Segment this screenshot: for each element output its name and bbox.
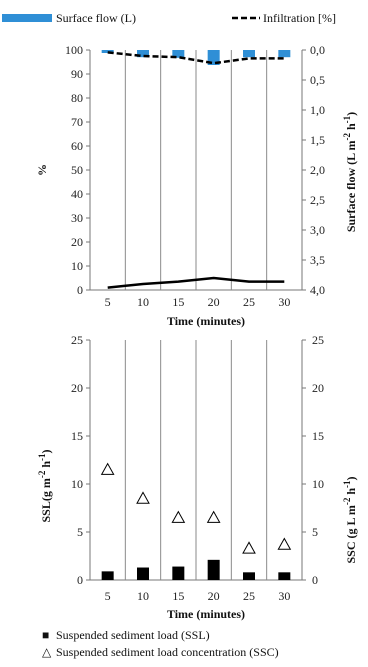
bottom-left-tick-label: 5 bbox=[77, 525, 83, 539]
bottom-chart: 0 5 10 15 20 25 0 5 10 15 20 25 5 10 15 20 25 30 SSL(g … bbox=[37, 333, 358, 621]
top-right-tick-label: 4,0 bbox=[310, 283, 325, 297]
ssl-bar bbox=[207, 559, 220, 580]
bottom-y-right-title: SSC (g L m-2 h-1) bbox=[342, 476, 358, 563]
ssl-bar bbox=[278, 572, 291, 580]
top-right-tick-label: 2,5 bbox=[310, 193, 325, 207]
ssc-triangle-marker bbox=[242, 541, 256, 554]
ssc-triangles bbox=[100, 462, 292, 554]
top-x-tick-label: 5 bbox=[105, 295, 111, 309]
legend-surface-flow-label: Surface flow (L) bbox=[56, 11, 136, 25]
bottom-left-tick-labels: 0 5 10 15 20 25 bbox=[71, 333, 90, 587]
top-right-tick-labels: 0,0 0,5 1,0 1,5 2,0 2,5 3,0 3,5 4,0 bbox=[302, 43, 325, 297]
surface-flow-bar bbox=[172, 50, 185, 58]
bottom-x-tick-label: 20 bbox=[208, 589, 220, 603]
top-left-tick-labels: 0 10 20 30 40 50 60 70 80 90 100 bbox=[65, 43, 90, 297]
top-left-tick-label: 50 bbox=[71, 163, 83, 177]
top-right-tick-label: 1,5 bbox=[310, 133, 325, 147]
top-left-tick-label: 0 bbox=[77, 283, 83, 297]
top-left-tick-label: 20 bbox=[71, 235, 83, 249]
legend-ssc-marker: △ bbox=[42, 645, 52, 659]
bottom-left-tick-label: 15 bbox=[71, 429, 83, 443]
ssl-bar bbox=[243, 572, 255, 580]
bottom-vertical-grid bbox=[124, 340, 268, 580]
infiltration-dashed-line bbox=[107, 51, 285, 65]
top-x-tick-labels: 5 10 15 20 25 30 bbox=[105, 295, 291, 309]
bottom-x-tick-label: 5 bbox=[105, 589, 111, 603]
top-left-tick-label: 40 bbox=[71, 187, 83, 201]
bottom-x-tick-labels: 5 10 15 20 25 30 bbox=[105, 589, 291, 603]
top-left-tick-label: 70 bbox=[71, 115, 83, 129]
top-x-tick-label: 25 bbox=[243, 295, 255, 309]
bottom-right-tick-label: 20 bbox=[312, 381, 324, 395]
surface-flow-bar bbox=[101, 50, 114, 53]
top-y-right-title: Surface flow (L m-2 h-1) bbox=[342, 112, 358, 232]
bottom-right-tick-label: 5 bbox=[312, 525, 318, 539]
ssl-bar bbox=[101, 571, 114, 580]
top-vertical-grid bbox=[124, 50, 268, 290]
top-right-tick-label: 3,0 bbox=[310, 223, 325, 237]
legend-ssl-label: Suspended sediment load (SSL) bbox=[56, 628, 210, 642]
bottom-left-tick-label: 10 bbox=[71, 477, 83, 491]
top-x-tick-label: 10 bbox=[137, 295, 149, 309]
top-left-tick-label: 100 bbox=[65, 43, 83, 57]
ssc-triangle-marker bbox=[136, 491, 150, 504]
top-x-tick-label: 30 bbox=[278, 295, 290, 309]
bottom-right-tick-label: 10 bbox=[312, 477, 324, 491]
surface-flow-bar bbox=[278, 50, 291, 58]
bottom-left-tick-label: 20 bbox=[71, 381, 83, 395]
ssc-triangle-marker bbox=[277, 537, 292, 550]
surface-flow-bar bbox=[207, 50, 220, 65]
legend-surface-flow-swatch bbox=[2, 14, 52, 22]
surface-flow-bars bbox=[101, 50, 291, 65]
bottom-x-tick-label: 10 bbox=[137, 589, 149, 603]
surface-flow-bar bbox=[243, 50, 255, 58]
top-left-tick-label: 30 bbox=[71, 211, 83, 225]
bottom-x-tick-label: 15 bbox=[172, 589, 184, 603]
bottom-left-tick-label: 25 bbox=[71, 333, 83, 347]
legend-ssl-marker: ■ bbox=[42, 628, 49, 642]
bottom-x-title: Time (minutes) bbox=[167, 607, 245, 621]
top-right-tick-label: 3,5 bbox=[310, 253, 325, 267]
bottom-right-tick-label: 15 bbox=[312, 429, 324, 443]
ssc-triangle-marker bbox=[206, 510, 221, 523]
top-right-tick-label: 0,0 bbox=[310, 43, 325, 57]
top-left-tick-label: 90 bbox=[71, 67, 83, 81]
ssl-bar bbox=[137, 567, 149, 580]
top-chart: 0 10 20 30 40 50 60 70 80 90 100 0,0 0,5 1,0 1,5 2,0 2,… bbox=[35, 43, 358, 328]
surface-flow-bar bbox=[137, 50, 149, 58]
top-right-tick-label: 0,5 bbox=[310, 73, 325, 87]
bottom-solid-line bbox=[107, 276, 285, 289]
top-left-tick-label: 10 bbox=[71, 259, 83, 273]
bottom-right-tick-label: 0 bbox=[312, 573, 318, 587]
top-left-tick-label: 60 bbox=[71, 139, 83, 153]
bottom-x-tick-label: 25 bbox=[243, 589, 255, 603]
bottom-x-tick-label: 30 bbox=[278, 589, 290, 603]
top-x-title: Time (minutes) bbox=[167, 314, 245, 328]
legend-infiltration-label: Infiltration [%] bbox=[263, 11, 336, 25]
top-y-left-title: % bbox=[35, 164, 49, 176]
bottom-left-tick-label: 0 bbox=[77, 573, 83, 587]
bottom-right-tick-label: 25 bbox=[312, 333, 324, 347]
top-right-tick-label: 1,0 bbox=[310, 103, 325, 117]
ssl-bar bbox=[172, 566, 185, 580]
legend-ssc-label: Suspended sediment load concentration (S… bbox=[56, 645, 279, 659]
bottom-legend: ■ Suspended sediment load (SSL) △ Suspen… bbox=[42, 628, 279, 659]
top-legend: Surface flow (L) Infiltration [%] bbox=[2, 11, 336, 25]
ssc-triangle-marker bbox=[171, 510, 186, 523]
top-right-tick-label: 2,0 bbox=[310, 163, 325, 177]
top-x-tick-label: 20 bbox=[208, 295, 220, 309]
bottom-right-tick-labels: 0 5 10 15 20 25 bbox=[302, 333, 324, 587]
ssc-triangle-marker bbox=[100, 462, 115, 475]
top-left-tick-label: 80 bbox=[71, 91, 83, 105]
ssl-bars bbox=[101, 559, 291, 580]
bottom-y-left-title: SSL(g m-2 h-1) bbox=[37, 449, 53, 522]
top-x-tick-label: 15 bbox=[172, 295, 184, 309]
